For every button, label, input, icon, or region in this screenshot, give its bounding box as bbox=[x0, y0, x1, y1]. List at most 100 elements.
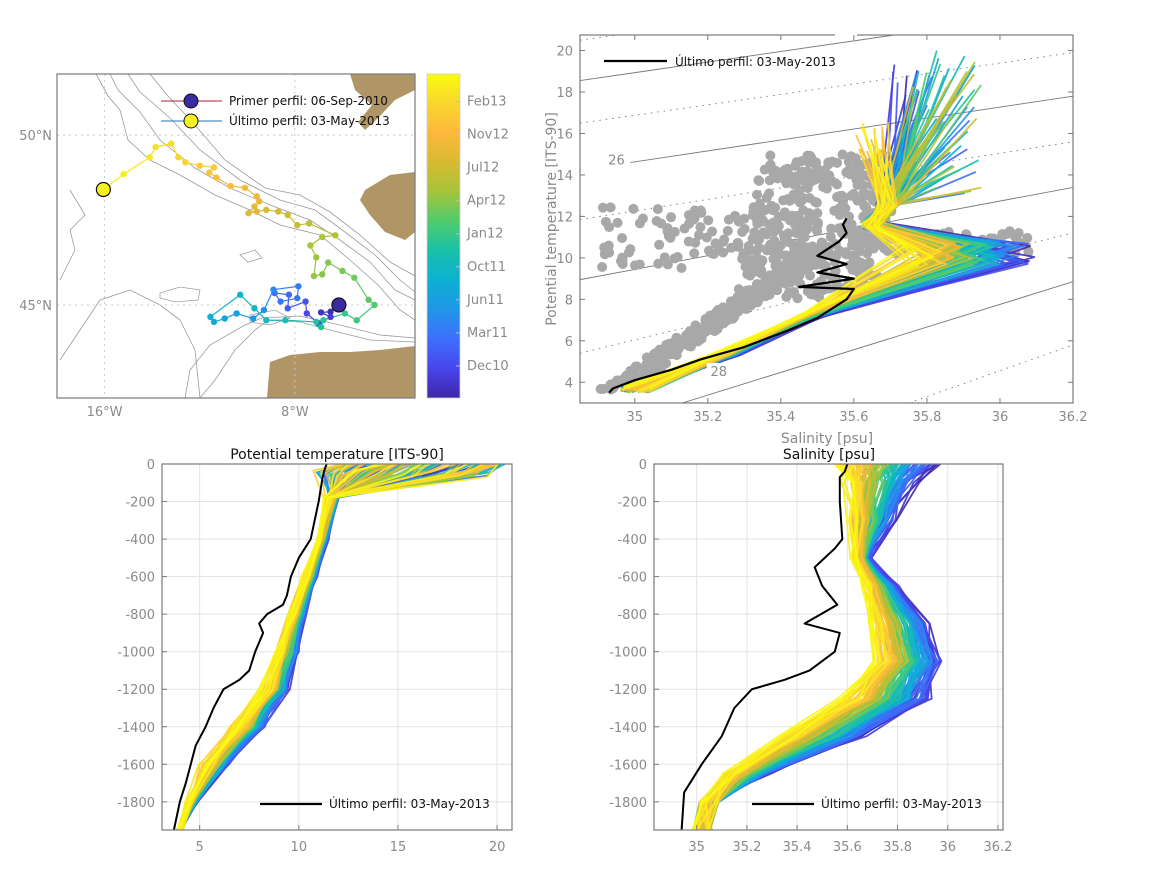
track-segment bbox=[239, 294, 255, 309]
track-point bbox=[196, 162, 203, 169]
colorbar-tick-label: Feb13 bbox=[467, 95, 507, 110]
historical-point bbox=[733, 284, 744, 295]
historical-point bbox=[834, 191, 845, 202]
track-point bbox=[263, 317, 270, 324]
isopycnal-label: 26 bbox=[608, 153, 625, 168]
historical-point bbox=[788, 287, 799, 298]
track-point bbox=[255, 198, 263, 205]
historical-point bbox=[676, 263, 687, 274]
track-segment bbox=[308, 222, 336, 236]
historical-point bbox=[858, 180, 869, 191]
last-profile-marker bbox=[95, 181, 111, 198]
historical-point bbox=[805, 270, 816, 281]
track-point bbox=[210, 318, 218, 326]
historical-point bbox=[797, 192, 808, 203]
historical-point bbox=[764, 175, 775, 186]
historical-point bbox=[662, 259, 673, 270]
historical-point bbox=[715, 314, 726, 325]
tp-profile-line bbox=[176, 464, 498, 830]
track-point bbox=[324, 259, 332, 266]
historical-point bbox=[791, 171, 802, 182]
historical-point bbox=[833, 223, 844, 234]
historical-point bbox=[741, 254, 752, 265]
historical-point bbox=[769, 202, 780, 213]
tp-axes-box bbox=[161, 463, 513, 831]
track-point bbox=[339, 267, 346, 275]
map-ytick-label: 50°N bbox=[19, 129, 52, 144]
sp-xtick-label: 35.4 bbox=[783, 840, 812, 855]
track-point bbox=[310, 272, 318, 280]
bathymetry-contour bbox=[59, 189, 86, 281]
track-point bbox=[317, 323, 325, 331]
historical-point bbox=[801, 245, 812, 256]
tp-profile-line bbox=[180, 464, 488, 830]
legend-marker-last bbox=[183, 113, 199, 129]
ts-profile-line bbox=[623, 144, 909, 388]
historical-point bbox=[751, 246, 762, 257]
historical-point bbox=[701, 232, 712, 243]
track-point bbox=[152, 143, 159, 151]
historical-point bbox=[769, 226, 780, 237]
historical-point bbox=[731, 293, 742, 304]
historical-point bbox=[599, 242, 610, 253]
historical-point bbox=[850, 153, 861, 164]
historical-point bbox=[700, 315, 711, 326]
historical-point bbox=[847, 223, 858, 234]
historical-point bbox=[789, 241, 800, 252]
ts-xtick-label: 35.4 bbox=[766, 410, 795, 425]
historical-point bbox=[765, 150, 776, 161]
historical-point bbox=[812, 219, 823, 230]
track-point bbox=[305, 220, 313, 227]
colorbar-tick-label: Jul12 bbox=[466, 161, 499, 176]
sp-ytick-label: -400 bbox=[617, 533, 647, 548]
ts-ticks: 35 35.2 35.4 35.6 35.8 36 36.2 4 6 8 10 12 14 16 18 20 bbox=[556, 35, 1087, 425]
sp-legend: Último perfil: 03-May-2013 bbox=[752, 796, 982, 811]
historical-point bbox=[750, 266, 761, 277]
map-legend: Primer perfil: 06-Sep-2010 Último perfil… bbox=[161, 93, 390, 129]
track-point bbox=[263, 206, 270, 214]
track-point bbox=[284, 211, 291, 219]
tp-profile-line bbox=[177, 464, 492, 830]
track-point bbox=[253, 208, 261, 215]
ts-diagram-panel: 26 28 35 35.2 35.4 35.6 35.8 36 36.2 4 6 8 10 12 14 16… bbox=[544, 30, 1087, 447]
colorbar-ticks: Feb13 Nov12 Jul12 Apr12 Jan12 Oct11 Jun11 Mar11… bbox=[456, 95, 509, 374]
sp-ticks: 35 35.2 35.4 35.6 35.8 36 36.2 0 -200 -400 -600 -80… bbox=[609, 458, 1012, 855]
historical-point bbox=[804, 177, 815, 188]
land-polygon bbox=[350, 74, 415, 130]
historical-point bbox=[723, 306, 734, 317]
historical-point bbox=[604, 222, 615, 233]
legend-label-first: Primer perfil: 06-Sep-2010 bbox=[229, 94, 388, 108]
historical-point bbox=[796, 228, 807, 239]
track-point bbox=[284, 305, 291, 312]
historical-point bbox=[748, 203, 759, 214]
historical-point bbox=[689, 328, 700, 339]
tp-profile-line bbox=[178, 464, 502, 830]
colorbar-tick-label: Oct11 bbox=[467, 260, 506, 275]
track-point bbox=[313, 254, 320, 261]
colorbar-tick-label: Nov12 bbox=[467, 128, 509, 143]
sp-grid bbox=[654, 463, 1003, 830]
tp-ytick-label: -400 bbox=[125, 533, 155, 548]
track-point bbox=[327, 313, 334, 321]
historical-point bbox=[856, 195, 867, 206]
tp-profile-line bbox=[176, 464, 499, 830]
historical-point bbox=[695, 222, 706, 233]
track-point bbox=[313, 318, 320, 326]
historical-point bbox=[669, 226, 680, 237]
historical-point bbox=[825, 232, 836, 243]
historical-point bbox=[778, 230, 789, 241]
track-point bbox=[210, 164, 218, 171]
tp-profile-line bbox=[179, 464, 497, 830]
ts-ytick-label: 18 bbox=[556, 86, 573, 101]
historical-point bbox=[826, 223, 837, 234]
ts-xtick-label: 35.8 bbox=[912, 410, 941, 425]
isopycnal-line bbox=[682, 281, 1073, 403]
tp-ytick-label: -600 bbox=[125, 571, 155, 586]
colorbar-tick-label: Jan12 bbox=[466, 227, 504, 242]
first-profile-marker bbox=[331, 297, 347, 313]
historical-point bbox=[722, 225, 733, 236]
seamount-contour bbox=[249, 309, 291, 326]
historical-point bbox=[697, 328, 708, 339]
historical-point bbox=[764, 160, 775, 171]
ts-xtick-label: 35.6 bbox=[839, 410, 868, 425]
